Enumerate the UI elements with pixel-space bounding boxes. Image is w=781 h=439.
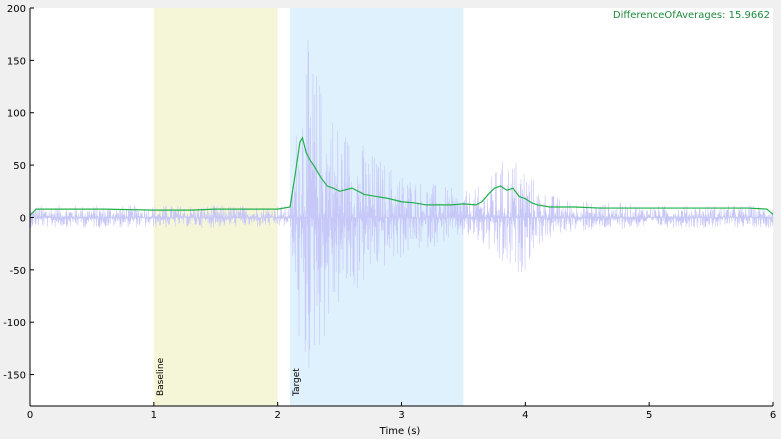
x-tick-label: 0: [27, 410, 33, 421]
y-tick-label: 0: [20, 213, 26, 224]
x-axis-label: Time (s): [379, 426, 421, 437]
x-tick-label: 4: [522, 410, 528, 421]
x-tick-label: 2: [274, 410, 280, 421]
y-tick-label: 100: [7, 109, 26, 120]
x-tick-label: 5: [646, 410, 652, 421]
y-tick-label: 150: [7, 56, 26, 67]
y-tick-label: -50: [10, 266, 26, 277]
x-tick-label: 6: [770, 410, 776, 421]
annotation-difference-of-averages: DifferenceOfAverages: 15.9662: [613, 10, 770, 21]
region-label-target: Target: [292, 368, 302, 397]
y-tick-label: -150: [3, 371, 26, 382]
y-tick-label: 200: [7, 4, 26, 15]
y-tick-label: 50: [13, 161, 26, 172]
region-baseline: [153, 8, 278, 406]
x-tick-label: 1: [151, 410, 157, 421]
y-tick-label: -100: [3, 318, 26, 329]
x-tick-label: 3: [398, 410, 404, 421]
region-label-baseline: Baseline: [156, 357, 166, 396]
average-line: [29, 136, 774, 216]
